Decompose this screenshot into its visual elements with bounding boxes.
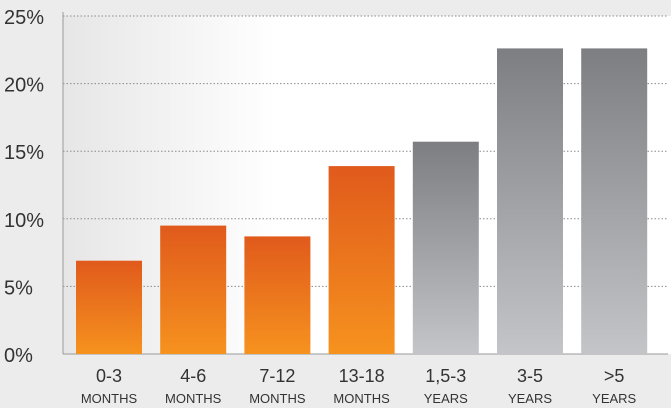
y-tick-label: 0% <box>4 345 33 367</box>
x-tick-label: 0-3 <box>96 366 122 386</box>
y-tick-label: 25% <box>4 7 44 29</box>
y-tick-label: 5% <box>4 277 33 299</box>
bar-7-12-months <box>244 236 311 354</box>
y-tick-label: 10% <box>4 210 44 232</box>
x-tick-labels: 0-3 MONTHS 4-6 MONTHS 7-12 MONTHS 13-18 MONTHS 1… <box>81 366 637 406</box>
x-tick-sublabel: MONTHS <box>249 391 306 406</box>
bars <box>76 48 648 355</box>
bar--5-years <box>581 48 648 355</box>
bar-1-5-3-years <box>412 141 479 354</box>
x-tick-sublabel: YEARS <box>592 391 636 406</box>
x-tick-label: >5 <box>604 366 625 386</box>
bar-0-3-months <box>76 260 142 354</box>
x-tick-label: 3-5 <box>517 366 543 386</box>
x-tick-label: 7-12 <box>259 366 295 386</box>
x-tick-sublabel: MONTHS <box>81 391 138 406</box>
x-tick-sublabel: MONTHS <box>165 391 222 406</box>
x-tick-sublabel: MONTHS <box>333 391 390 406</box>
y-tick-label: 15% <box>4 142 44 164</box>
bar-4-6-months <box>160 225 227 354</box>
x-tick-label: 1,5-3 <box>425 366 466 386</box>
x-tick-sublabel: YEARS <box>508 391 552 406</box>
bar-13-18-months <box>328 166 395 354</box>
x-tick-sublabel: YEARS <box>424 391 468 406</box>
x-tick-label: 13-18 <box>339 366 385 386</box>
y-tick-labels: 0% 5% 10% 15% 20% 25% <box>4 7 44 367</box>
y-tick-label: 20% <box>4 75 44 97</box>
x-tick-label: 4-6 <box>180 366 206 386</box>
bar-3-5-years <box>497 48 563 355</box>
